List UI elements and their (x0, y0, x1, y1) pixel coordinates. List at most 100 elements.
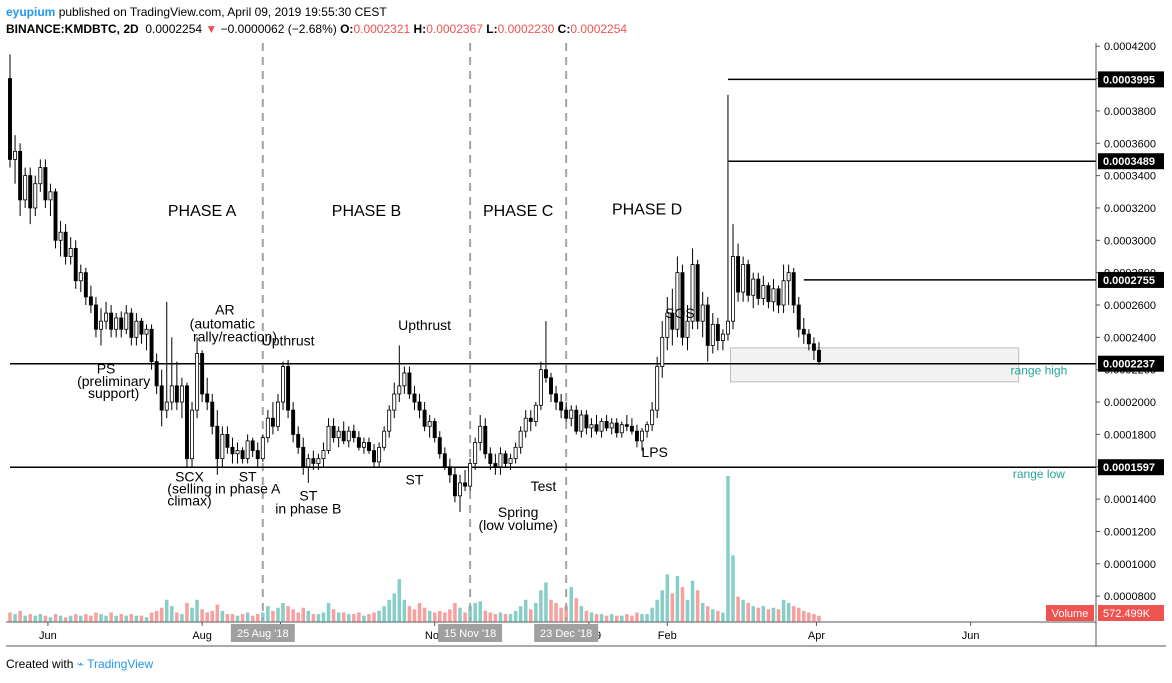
candle-up (336, 430, 341, 439)
candle-up (144, 328, 149, 335)
candle-down (422, 409, 427, 427)
candle-down (528, 417, 533, 422)
candle-up (468, 463, 473, 487)
volume-bar (266, 606, 270, 622)
tradingview-brand[interactable]: TradingView (87, 657, 154, 671)
candle-up (458, 482, 462, 497)
candle-down (604, 421, 609, 429)
tradingview-logo-icon[interactable]: ⌁ (76, 657, 84, 671)
candle-up (513, 446, 518, 460)
volume-bar (503, 614, 508, 622)
candle-down (351, 430, 356, 439)
candle-up (164, 401, 169, 411)
candle-up (276, 401, 280, 427)
volume-bar (478, 601, 482, 622)
volume-bar (771, 607, 776, 622)
candle-up (473, 442, 478, 464)
volume-bar (700, 602, 705, 622)
volume-bar (341, 612, 346, 622)
volume-bar (594, 614, 599, 622)
volume-bar (387, 599, 391, 622)
volume-bar (731, 555, 735, 622)
volume-bar (84, 614, 88, 622)
footer: Created with ⌁ TradingView (6, 657, 153, 671)
level-badge (1098, 459, 1164, 476)
candle-down (225, 433, 230, 448)
candle-up (498, 453, 503, 468)
wyckoff-annotation: (low volume) (478, 517, 557, 533)
chart-header: eyupium published on TradingView.com, Ap… (6, 4, 627, 38)
volume-value-badge (1098, 605, 1164, 621)
wyckoff-annotation: Spring (498, 504, 538, 520)
candle-up (33, 183, 38, 209)
candle-down (286, 366, 291, 411)
volume-bar (559, 607, 563, 622)
candle-up (685, 320, 690, 338)
volume-bar (549, 599, 553, 622)
candle-down (452, 474, 457, 497)
wyckoff-annotation: PS (97, 361, 116, 377)
volume-bar (210, 610, 215, 622)
volume-bar (205, 612, 209, 622)
candle-down (549, 377, 553, 395)
candle-down (205, 393, 210, 403)
level-label: 0.0002755 (1103, 275, 1155, 287)
volume-bar (94, 612, 98, 622)
candle-up (245, 440, 250, 460)
candle-down (200, 353, 205, 395)
volume-value-label: 572.499K (1103, 608, 1151, 620)
volume-bar (250, 615, 255, 622)
high-value: 0.0002367 (426, 22, 483, 36)
candle-down (680, 272, 685, 338)
author-link[interactable]: eyupium (6, 5, 56, 19)
volume-bar (326, 602, 331, 622)
candle-up (508, 458, 513, 464)
level-badge (1098, 153, 1164, 170)
volume-bar (346, 614, 351, 622)
volume-bar (756, 607, 761, 622)
candle-up (731, 256, 735, 322)
candle-up (478, 425, 483, 443)
candle-up (781, 280, 786, 306)
volume-bar (589, 612, 594, 622)
volume-bar (518, 606, 523, 622)
volume-bar (18, 610, 22, 622)
volume-bar (796, 607, 801, 622)
candle-down (53, 191, 58, 241)
wyckoff-annotation: SOS (665, 305, 695, 321)
open-value: 0.0002321 (353, 22, 411, 36)
candle-up (13, 150, 18, 160)
volume-bar (89, 615, 93, 622)
x-tick-label: Aug (192, 630, 212, 642)
candle-up (771, 288, 776, 303)
created-with-label: Created with (6, 657, 74, 671)
phase-label: PHASE D (612, 201, 682, 218)
volume-bar (716, 610, 720, 622)
candle-up (260, 437, 265, 460)
volume-bar (357, 612, 361, 622)
volume-bar (665, 574, 670, 622)
candle-down (559, 401, 564, 411)
candle-up (650, 409, 655, 426)
volume-bar (670, 593, 675, 622)
y-tick-label: 0.0002600 (1104, 300, 1156, 312)
volume-bar (534, 602, 538, 622)
candle-down (811, 343, 816, 351)
candle-down (614, 422, 619, 434)
phase-date-label: 15 Nov '18 (444, 628, 496, 640)
volume-bar (807, 612, 811, 622)
volume-bar (149, 612, 154, 622)
level-label: 0.0003995 (1103, 74, 1155, 86)
candle-up (235, 450, 240, 455)
range-label: range high (1011, 364, 1068, 378)
candle-down (73, 247, 78, 282)
candle-up (609, 422, 614, 429)
candle-down (715, 324, 720, 341)
volume-bar (377, 610, 381, 622)
volume-bar (483, 610, 488, 622)
candle-up (640, 430, 644, 442)
volume-bar (695, 590, 700, 622)
publish-info: published on TradingView.com, April 09, … (58, 5, 387, 19)
wyckoff-annotation: ST (239, 468, 257, 484)
